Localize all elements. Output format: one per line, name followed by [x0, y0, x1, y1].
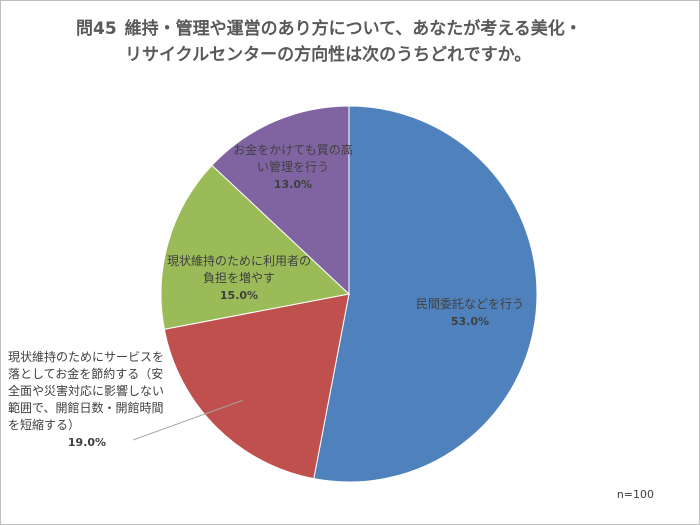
slice-label-1-text: 民間委託などを行う — [415, 297, 524, 311]
slice-label-1: 民間委託などを行う 53.0% — [395, 296, 545, 330]
pie-slice-4 — [211, 105, 350, 296]
question-number: 問45 — [76, 19, 117, 39]
slice-label-4: お金をかけても質の高い管理を行う 13.0% — [228, 142, 358, 193]
slice-label-3: 現状維持のために利用者の負担を増やす 15.0% — [164, 253, 314, 304]
pie-slice-1 — [313, 105, 538, 483]
sample-size-note: n=100 — [616, 488, 654, 501]
pie-slice-3 — [160, 164, 351, 330]
slice-label-3-text: 現状維持のために利用者の負担を増やす — [166, 254, 311, 285]
slice-label-2-value: 19.0% — [67, 436, 107, 449]
slice-label-1-value: 53.0% — [450, 315, 490, 328]
slice-label-2: 現状維持のためにサービスを落としてお金を節約する（安全面や災害対応に影響しない範… — [8, 349, 166, 451]
title-line-1: 維持・管理や運営のあり方について、あなたが考える美化・ — [124, 19, 582, 39]
pie-slice-2 — [163, 293, 350, 480]
slice-label-4-text: お金をかけても質の高い管理を行う — [233, 143, 353, 174]
slice-label-2-text: 現状維持のためにサービスを落としてお金を節約する（安全面や災害対応に影響しない範… — [8, 350, 165, 432]
leader-line-slice-2 — [132, 399, 243, 441]
title-line-2: リサイクルセンターの方向性は次のうちどれですか。 — [125, 45, 532, 65]
chart-title: 問45 維持・管理や運営のあり方について、あなたが考える美化・ リサイクルセンター… — [76, 16, 676, 68]
slice-label-4-value: 13.0% — [273, 178, 313, 191]
pie-slices — [160, 105, 538, 483]
slice-label-3-value: 15.0% — [219, 289, 259, 302]
